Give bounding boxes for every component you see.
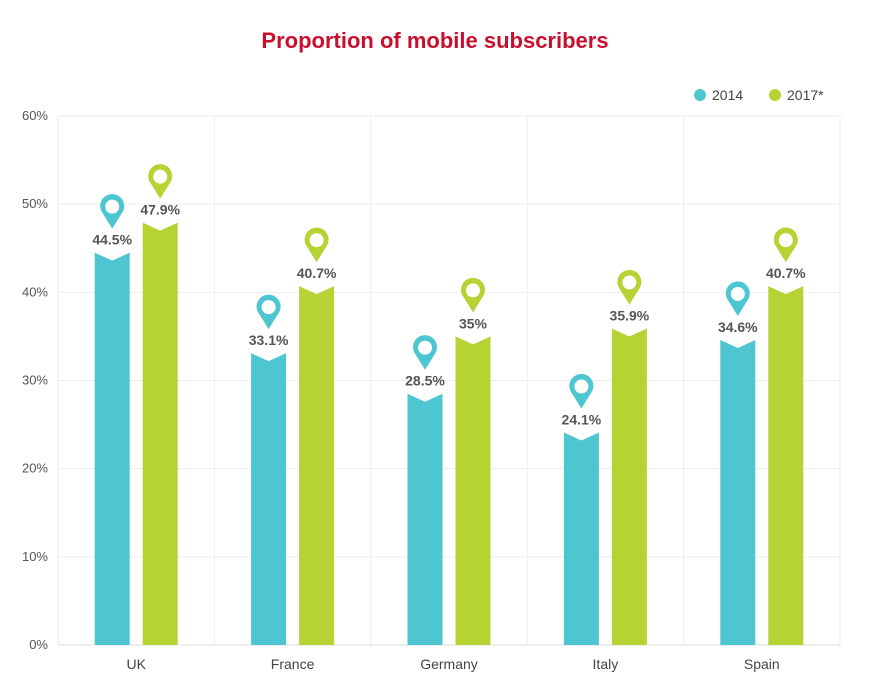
legend-item: 2014 (694, 87, 743, 103)
map-pin-icon (256, 294, 281, 330)
bar-2017-italy (611, 328, 647, 645)
map-pin-icon (461, 277, 485, 313)
legend-label: 2017* (787, 87, 824, 103)
map-pin-icon (617, 269, 642, 305)
data-label: 47.9% (140, 202, 180, 218)
y-tick-label: 40% (22, 284, 48, 299)
x-tick-label: Italy (593, 656, 619, 672)
map-pin-icon (100, 194, 125, 229)
legend-label: 2014 (712, 87, 743, 103)
y-tick-label: 10% (22, 549, 48, 564)
data-label: 24.1% (562, 412, 602, 428)
bar-2014-france (251, 353, 287, 645)
data-label: 35.9% (610, 307, 650, 323)
map-pin-icon (569, 373, 594, 409)
legend-swatch (769, 89, 781, 101)
x-tick-label: Germany (420, 656, 478, 672)
x-tick-label: Spain (744, 656, 780, 672)
legend-item: 2017* (769, 87, 824, 103)
data-label: 35% (459, 315, 488, 331)
bar-2014-spain (720, 339, 756, 645)
data-label: 28.5% (405, 373, 445, 389)
y-tick-label: 30% (22, 373, 48, 388)
legend-swatch (694, 89, 706, 101)
bar-2014-germany (407, 393, 443, 645)
bar-2017-uk (142, 222, 178, 645)
map-pin-icon (725, 281, 750, 316)
data-label: 33.1% (249, 332, 289, 348)
bar-2017-germany (455, 336, 491, 645)
map-pin-icon (148, 164, 173, 199)
chart-title: Proportion of mobile subscribers (261, 28, 609, 53)
bar-2017-france (299, 286, 335, 645)
data-label: 40.7% (766, 265, 806, 281)
data-label: 34.6% (718, 319, 758, 335)
y-tick-label: 0% (29, 637, 48, 652)
bar-2017-spain (768, 286, 804, 645)
map-pin-icon (304, 227, 329, 263)
x-tick-label: UK (126, 656, 146, 672)
x-tick-label: France (271, 656, 315, 672)
y-tick-label: 50% (22, 196, 48, 211)
map-pin-icon (413, 335, 437, 370)
map-pin-icon (773, 227, 798, 263)
bar-2014-italy (563, 432, 599, 645)
data-label: 40.7% (297, 265, 337, 281)
y-tick-label: 60% (22, 108, 48, 123)
bar-2014-uk (94, 252, 130, 646)
data-label: 44.5% (92, 232, 132, 248)
y-tick-label: 20% (22, 461, 48, 476)
